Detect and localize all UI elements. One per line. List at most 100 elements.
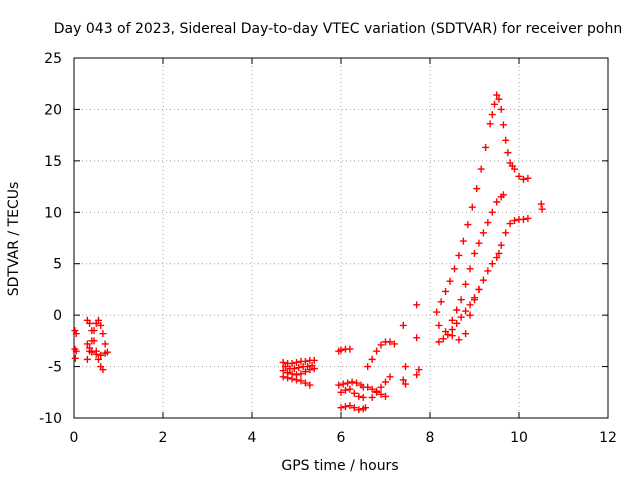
- data-point: [442, 287, 450, 295]
- data-point: [284, 374, 292, 382]
- data-point: [450, 265, 458, 273]
- data-point: [86, 344, 94, 352]
- data-point: [288, 375, 296, 383]
- y-tick-label: -5: [48, 360, 62, 376]
- data-point: [495, 95, 503, 103]
- data-point: [471, 296, 478, 304]
- data-point: [288, 359, 296, 367]
- y-tick-label: 10: [44, 205, 62, 221]
- data-point: [437, 298, 445, 306]
- data-point: [368, 355, 376, 363]
- data-point: [479, 229, 487, 237]
- data-point: [491, 100, 499, 108]
- data-point: [402, 363, 410, 371]
- data-point: [83, 340, 91, 348]
- data-point: [88, 348, 96, 356]
- data-point: [499, 191, 507, 199]
- data-point: [466, 301, 474, 309]
- data-point: [439, 335, 447, 343]
- data-point: [386, 373, 394, 381]
- data-point: [337, 388, 345, 396]
- data-point: [466, 265, 474, 273]
- x-tick-label: 4: [248, 430, 257, 446]
- data-point: [295, 364, 303, 372]
- data-point: [504, 149, 512, 157]
- data-point: [279, 358, 287, 366]
- data-point: [435, 321, 443, 329]
- data-point: [386, 338, 394, 346]
- y-tick-label: 5: [53, 257, 62, 273]
- data-point: [377, 341, 385, 349]
- data-point: [72, 347, 80, 355]
- data-point: [484, 267, 492, 275]
- data-point: [506, 220, 514, 228]
- data-point: [455, 251, 463, 259]
- data-point: [415, 366, 423, 374]
- data-point: [468, 203, 476, 211]
- data-point: [355, 406, 363, 414]
- grid: [74, 58, 608, 418]
- data-point: [377, 383, 385, 391]
- data-point: [94, 355, 102, 363]
- data-point: [413, 301, 421, 309]
- data-point: [355, 392, 363, 400]
- data-point: [482, 143, 490, 151]
- data-point: [364, 363, 372, 371]
- data-point: [293, 376, 300, 384]
- data-point: [281, 363, 289, 371]
- data-point: [537, 200, 545, 208]
- axis-ticks: [73, 57, 609, 419]
- y-tick-label: 15: [44, 154, 62, 170]
- data-point: [524, 174, 532, 182]
- data-point: [453, 306, 461, 314]
- data-point: [92, 350, 100, 358]
- data-point: [519, 175, 527, 183]
- x-tick-label: 2: [159, 430, 168, 446]
- data-point: [359, 393, 367, 401]
- x-axis-label: GPS time / hours: [281, 458, 398, 474]
- data-point: [297, 370, 305, 378]
- data-point: [368, 393, 376, 401]
- data-point: [399, 376, 407, 384]
- x-tick-label: 8: [426, 430, 435, 446]
- data-point: [502, 136, 510, 144]
- data-point: [402, 380, 410, 388]
- data-point: [486, 120, 494, 128]
- data-point: [94, 316, 102, 324]
- data-point: [304, 363, 312, 371]
- data-point: [346, 345, 354, 353]
- data-point: [448, 316, 456, 324]
- data-point: [341, 403, 349, 411]
- data-point: [339, 380, 347, 388]
- data-point: [71, 354, 79, 362]
- data-point: [88, 327, 96, 335]
- y-tick-label: 0: [53, 308, 62, 324]
- data-point: [290, 365, 298, 373]
- data-point: [455, 336, 463, 344]
- data-point: [471, 249, 478, 257]
- data-point: [337, 404, 345, 412]
- data-point: [377, 390, 385, 398]
- data-point: [341, 386, 349, 394]
- data-point: [353, 379, 361, 387]
- data-point: [279, 373, 287, 381]
- data-point: [361, 404, 369, 412]
- x-tick-label: 0: [70, 430, 79, 446]
- data-point: [390, 340, 398, 348]
- data-point: [346, 385, 354, 393]
- data-point: [99, 366, 107, 374]
- data-point: [99, 330, 107, 338]
- data-point: [515, 172, 523, 180]
- data-point: [473, 185, 481, 193]
- data-point: [350, 389, 358, 397]
- data-point: [453, 319, 461, 327]
- chart-title: Day 043 of 2023, Sidereal Day-to-day VTE…: [54, 21, 622, 37]
- data-point: [293, 358, 300, 366]
- data-point: [368, 385, 376, 393]
- data-point: [101, 340, 109, 348]
- data-point: [279, 367, 287, 375]
- data-point: [479, 276, 487, 284]
- data-point: [448, 326, 456, 334]
